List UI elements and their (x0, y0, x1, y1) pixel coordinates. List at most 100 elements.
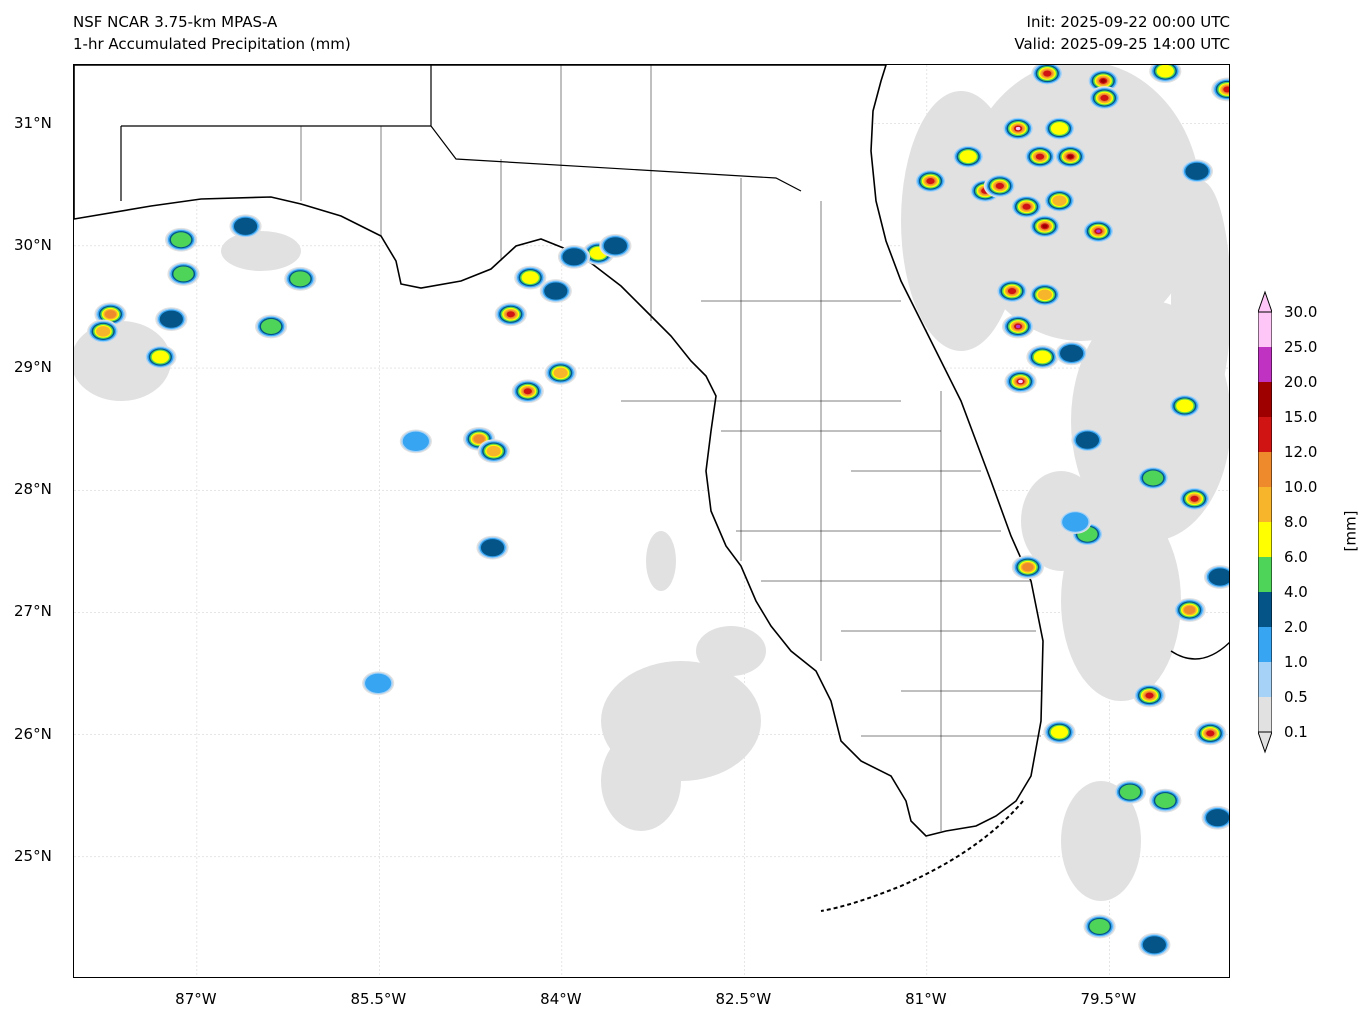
precip-contour (1155, 793, 1176, 809)
precip-contour (1145, 692, 1154, 699)
precip-contour (1206, 730, 1215, 737)
precip-cell (1010, 194, 1043, 219)
precip-contour (544, 282, 568, 300)
precip-cell (399, 429, 432, 454)
precip-contour (1033, 350, 1052, 364)
x-tick-label: 79.5°W (1080, 990, 1137, 1008)
x-tick-label: 85.5°W (350, 990, 407, 1008)
light-precip-areas (74, 65, 1229, 901)
precip-contour (926, 178, 935, 185)
colorbar-extend-min (1258, 731, 1272, 754)
precip-cell (1026, 345, 1059, 369)
colorbar-segment (1258, 592, 1272, 627)
precip-cells (87, 65, 1229, 957)
precip-cell (539, 279, 572, 303)
colorbar-tick-label: 4.0 (1284, 583, 1308, 601)
x-tick-label: 87°W (175, 990, 217, 1008)
precip-contour (1042, 224, 1048, 229)
title-block: NSF NCAR 3.75-km MPAS-A 1-hr Accumulated… (73, 11, 351, 55)
precip-cell (544, 361, 577, 385)
colorbar-tick-label: 15.0 (1284, 408, 1318, 426)
precip-contour (553, 367, 568, 379)
precip-cell (1087, 68, 1120, 93)
precip-contour (1156, 65, 1174, 78)
precip-contour (506, 311, 515, 318)
precip-cell (1211, 77, 1229, 102)
colorbar (1258, 290, 1272, 754)
bahamas-coast (1170, 641, 1229, 660)
precip-contour (1035, 153, 1045, 160)
precip-cell (1201, 805, 1229, 830)
precip-cell (87, 319, 120, 344)
colorbar-tick-label: 12.0 (1284, 443, 1318, 461)
model-title: NSF NCAR 3.75-km MPAS-A (73, 13, 278, 31)
precip-cell (1173, 598, 1206, 622)
florida-coastline (74, 65, 1044, 837)
precip-contour (486, 445, 501, 457)
colorbar-segment (1258, 347, 1272, 382)
precip-cell (1138, 932, 1171, 957)
precip-cell (914, 169, 947, 193)
precip-cell (1133, 683, 1166, 708)
precip-cell (995, 279, 1029, 303)
x-tick-label: 82.5°W (715, 990, 772, 1008)
precip-contour (260, 319, 282, 334)
precip-contour (1015, 324, 1021, 329)
precip-cell (599, 233, 632, 258)
precip-contour (1223, 86, 1229, 93)
precip-cell (477, 439, 510, 464)
precip-cell (1028, 214, 1061, 239)
precip-contour (1208, 568, 1229, 586)
precip-contour (1022, 203, 1031, 210)
precip-contour (1184, 605, 1196, 615)
x-tick-label: 84°W (540, 990, 582, 1008)
precip-contour (290, 271, 311, 287)
colorbar-tick-label: 10.0 (1284, 478, 1318, 496)
precip-cell (1011, 555, 1044, 580)
precip-cell (1043, 116, 1076, 141)
precip-contour (1067, 154, 1074, 159)
precip-cell (1149, 788, 1182, 813)
precip-contour (96, 326, 111, 337)
precip-contour (480, 539, 505, 557)
precip-contour (1089, 918, 1110, 934)
precip-contour (1043, 70, 1052, 77)
precip-cell (1001, 116, 1035, 141)
precip-cell (229, 214, 262, 239)
precip-contour (1176, 399, 1194, 413)
precip-cell (1023, 144, 1057, 169)
precip-contour (1100, 94, 1109, 102)
precip-cell (155, 307, 188, 332)
precip-cell (511, 379, 544, 404)
precip-cell (1059, 510, 1092, 534)
precip-contour (1096, 229, 1101, 233)
precip-contour (1142, 936, 1166, 954)
precip-cell (1001, 314, 1035, 339)
y-tick-label: 25°N (14, 846, 52, 865)
precip-cell (1083, 914, 1116, 939)
precip-contour (1119, 784, 1141, 800)
precip-cell (167, 262, 200, 286)
precip-cell (983, 174, 1016, 198)
precip-cell (362, 671, 395, 696)
precip-cell (164, 227, 198, 252)
precip-contour (1206, 809, 1229, 827)
x-tick-label: 81°W (905, 990, 947, 1008)
colorbar-segment (1258, 452, 1272, 487)
precip-contour (170, 232, 192, 248)
precip-contour (1185, 162, 1209, 180)
precip-contour (1022, 563, 1034, 572)
precip-cell (1203, 565, 1229, 589)
y-tick-label: 26°N (14, 724, 52, 743)
precip-contour (365, 673, 392, 693)
colorbar-tick-label: 30.0 (1284, 303, 1318, 321)
precip-contour (159, 310, 183, 328)
y-tick-label: 28°N (14, 480, 52, 499)
precip-contour (603, 237, 628, 255)
colorbar-segment (1258, 312, 1272, 347)
precip-cell (1168, 394, 1201, 418)
precip-contour (1190, 495, 1199, 502)
precip-contour (1143, 470, 1164, 486)
colorbar-tick-label: 2.0 (1284, 618, 1308, 636)
land (74, 65, 1229, 912)
